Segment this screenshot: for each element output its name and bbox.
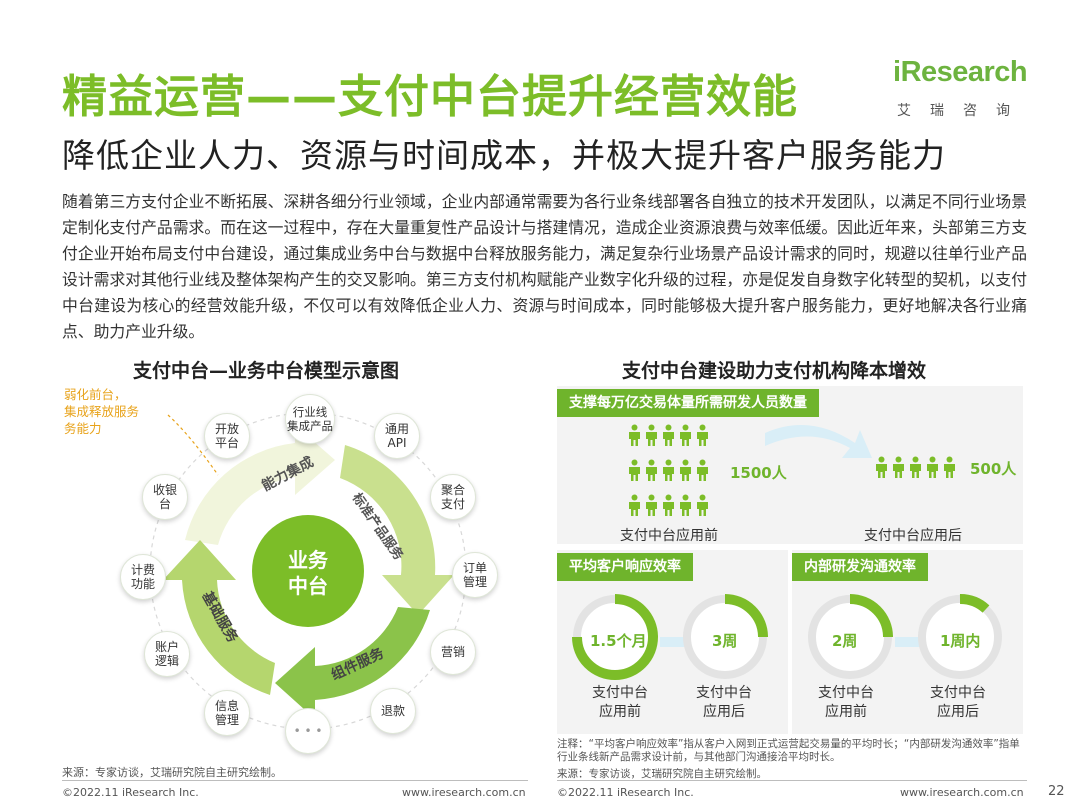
footer-url-right: www.iresearch.com.cn bbox=[900, 786, 1024, 799]
footnote: 注释：“平均客户响应效率”指从客户入网到正式运营起交易量的平均时长；“内部研发沟… bbox=[557, 738, 1020, 763]
body-paragraph: 随着第三方支付企业不断拓展、深耕各细分行业领域，企业内部通常需要为各行业条线部署… bbox=[62, 192, 1027, 341]
communication-before-value: 2周 bbox=[832, 632, 858, 650]
business-middle-platform-diagram: 业务 中台 能力集成 标准产品服务 组件服务 基础服务 bbox=[149, 412, 467, 730]
person-icon bbox=[661, 424, 676, 446]
panel-communication-label: 内部研发沟通效率 bbox=[792, 553, 928, 581]
left-chart-heading: 支付中台—业务中台模型示意图 bbox=[133, 360, 400, 382]
person-icon bbox=[644, 494, 659, 516]
person-icon bbox=[891, 456, 906, 478]
node-refund: 退款 bbox=[370, 688, 416, 734]
response-before-caption: 支付中台 应用前 bbox=[592, 685, 648, 720]
footer-copyright-right: ©2022.11 iResearch Inc. bbox=[557, 786, 694, 799]
communication-after-caption: 支付中台 应用后 bbox=[930, 685, 986, 720]
communication-before-caption: 支付中台 应用前 bbox=[818, 685, 874, 720]
right-source: 来源：专家访谈，艾瑞研究院自主研究绘制。 bbox=[557, 768, 767, 780]
staff-arrow bbox=[765, 425, 872, 458]
person-icon bbox=[678, 494, 693, 516]
center-label-2: 中台 bbox=[288, 574, 328, 598]
communication-after-value: 1周内 bbox=[940, 632, 981, 650]
staff-before-caption: 支付中台应用前 bbox=[620, 528, 718, 544]
node-industry-products: 行业线 集成产品 bbox=[285, 394, 335, 444]
person-icon bbox=[695, 424, 710, 446]
staff-after-caption: 支付中台应用后 bbox=[864, 528, 962, 544]
person-icon bbox=[942, 456, 957, 478]
person-icon bbox=[644, 424, 659, 446]
center-label-1: 业务 bbox=[288, 548, 329, 572]
node-marketing: 营销 bbox=[430, 629, 476, 675]
person-icon bbox=[695, 459, 710, 481]
person-icon bbox=[627, 424, 642, 446]
arc-capability-integration bbox=[185, 425, 335, 545]
response-after-caption: 支付中台 应用后 bbox=[696, 685, 752, 720]
footer-divider-left bbox=[62, 780, 528, 781]
node-billing: 计费 功能 bbox=[120, 554, 166, 600]
node-general-api: 通用 API bbox=[374, 413, 420, 459]
node-order-management: 订单 管理 bbox=[452, 552, 498, 598]
panel-staff-label: 支撑每万亿交易体量所需研发人员数量 bbox=[557, 389, 819, 417]
logo-wordmark: iResearch bbox=[893, 56, 1028, 88]
node-info-management: 信息 管理 bbox=[204, 690, 250, 736]
page-number: 22 bbox=[1048, 784, 1065, 799]
node-more: • • • bbox=[285, 708, 331, 754]
response-after-value: 3周 bbox=[712, 632, 738, 650]
person-icon bbox=[678, 459, 693, 481]
person-icon bbox=[661, 459, 676, 481]
page-subtitle: 降低企业人力、资源与时间成本，并极大提升客户服务能力 bbox=[62, 136, 946, 175]
footer-copyright-left: ©2022.11 iResearch Inc. bbox=[62, 786, 199, 799]
arc-standard-product bbox=[340, 445, 454, 615]
node-open-platform: 开放 平台 bbox=[204, 413, 250, 459]
staff-before-value: 1500人 bbox=[730, 464, 787, 482]
arc-component-service bbox=[275, 607, 430, 719]
communication-rings bbox=[808, 593, 1002, 679]
person-icon bbox=[627, 494, 642, 516]
person-icon bbox=[695, 494, 710, 516]
person-icon bbox=[661, 494, 676, 516]
person-icon bbox=[678, 424, 693, 446]
arc-basic-service bbox=[163, 540, 275, 695]
node-account-logic: 账户 逻辑 bbox=[144, 631, 190, 677]
person-icon bbox=[908, 456, 923, 478]
person-icon bbox=[644, 459, 659, 481]
left-source: 来源：专家访谈，艾瑞研究院自主研究绘制。 bbox=[62, 766, 282, 779]
right-chart-heading: 支付中台建设助力支付机构降本增效 bbox=[622, 360, 927, 382]
person-icon bbox=[627, 459, 642, 481]
footer-divider-right bbox=[557, 780, 1027, 781]
node-cashier: 收银台 bbox=[142, 474, 188, 520]
panel-response-label: 平均客户响应效率 bbox=[557, 553, 693, 581]
center-circle bbox=[252, 515, 364, 627]
page-title: 精益运营——支付中台提升经营效能 bbox=[62, 70, 799, 123]
footer-url-left: www.iresearch.com.cn bbox=[402, 786, 526, 799]
person-icon bbox=[874, 456, 889, 478]
iresearch-logo: iResearch 艾瑞咨询 bbox=[893, 56, 1033, 119]
logo-subtitle: 艾瑞咨询 bbox=[897, 103, 1029, 119]
response-before-value: 1.5个月 bbox=[590, 632, 647, 650]
response-rings bbox=[572, 594, 768, 680]
staff-after-value: 500人 bbox=[970, 460, 1017, 478]
callout-text: 弱化前台， 集成释放服务 务能力 bbox=[64, 387, 140, 436]
person-icon bbox=[925, 456, 940, 478]
node-aggregate-payment: 聚合 支付 bbox=[430, 474, 476, 520]
